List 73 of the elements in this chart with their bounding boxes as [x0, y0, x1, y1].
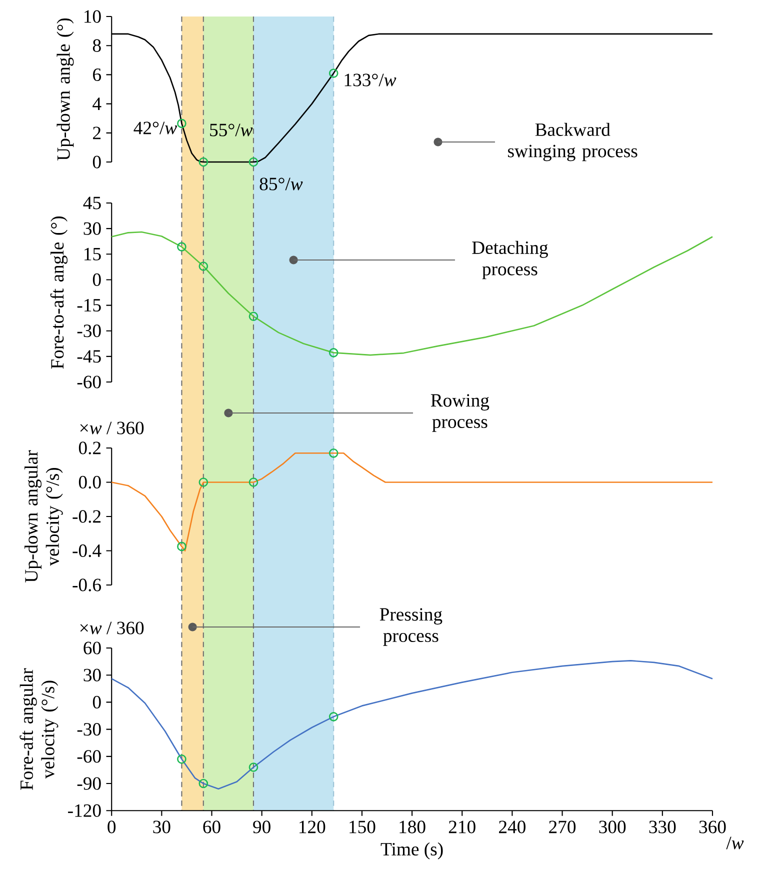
point — [248, 478, 258, 487]
point — [198, 778, 208, 788]
point — [328, 348, 338, 358]
ref-line-label: 55°/w — [210, 124, 253, 136]
y-axis-title: Fore-to-aft angle (°) — [50, 216, 68, 369]
y-tick-label: -45 — [77, 350, 101, 363]
x-tick-label: 60 — [203, 820, 220, 834]
y-tick-label: 30 — [84, 668, 101, 682]
x-tick-label: 210 — [448, 820, 476, 834]
y-tick-label: 10 — [84, 10, 101, 23]
y-tick-label: 8 — [92, 39, 101, 52]
ref-line-label: 85°/w — [260, 178, 303, 190]
x-tick-label: 90 — [253, 820, 270, 834]
x-tick-label: 360 — [699, 820, 726, 834]
y-tick-label: 4 — [92, 98, 102, 110]
point — [198, 157, 208, 167]
point — [328, 448, 338, 458]
x-tick-label: 150 — [350, 820, 376, 834]
x-tick-label: 300 — [599, 820, 626, 834]
x-tick-label: 180 — [400, 820, 426, 834]
y-tick-label: -30 — [77, 324, 101, 338]
y-tick-label: -60 — [77, 750, 101, 763]
point — [177, 542, 186, 552]
point — [328, 712, 338, 722]
x-axis-title: Time (s) — [380, 842, 443, 860]
y-tick-label: 60 — [84, 642, 101, 654]
point — [248, 312, 258, 322]
y-tick-label: -0.4 — [72, 544, 102, 558]
line-series — [110, 231, 714, 356]
y-tick-label: 2 — [93, 126, 101, 140]
point — [177, 118, 186, 128]
y-axis-title: Up-down angular velocity (°/s) — [24, 450, 63, 582]
x-tick-label: 120 — [300, 820, 326, 834]
y-tick-label: -120 — [68, 804, 101, 817]
y-tick-label: 15 — [84, 248, 101, 260]
line-series — [110, 660, 714, 790]
annotation: Backward swinging process — [508, 122, 638, 162]
y-axis-title: Fore-aft angular velocity (°/s) — [20, 668, 58, 790]
point — [248, 157, 258, 167]
y-tick-label: -60 — [77, 376, 101, 388]
y-tick-label: 0 — [92, 156, 101, 168]
x-tick-label: 270 — [549, 820, 576, 834]
band-label: Rowing process — [430, 394, 490, 432]
point — [328, 68, 338, 78]
text: /w — [726, 836, 744, 850]
point — [177, 242, 186, 252]
y-tick-label: 0.0 — [78, 476, 101, 489]
y-tick-label: -90 — [77, 777, 101, 790]
x-tick-label: 330 — [649, 820, 676, 834]
x-tick-label: 0 — [108, 820, 116, 834]
band-label: Pressing process — [380, 608, 442, 646]
ref-line-label: 133°/w — [344, 74, 396, 86]
y-axis-title: Up-down angle (°) — [56, 18, 74, 160]
text: ×w / 360 — [80, 622, 144, 634]
x-tick-label: 30 — [153, 820, 170, 834]
ref-line-label: 42°/w — [134, 122, 177, 134]
y-tick-label: 0 — [92, 273, 101, 286]
band-label: Detaching process — [472, 240, 548, 280]
text: ×w / 360 — [80, 422, 144, 434]
y-tick-label: 0.2 — [78, 442, 101, 454]
y-tick-label: -0.6 — [72, 578, 102, 592]
point — [177, 754, 186, 764]
y-tick-label: 6 — [93, 68, 102, 81]
y-tick-label: -30 — [77, 723, 101, 736]
point — [248, 762, 258, 772]
point — [198, 262, 208, 271]
y-tick-label: 45 — [83, 196, 101, 210]
y-tick-label: -15 — [77, 299, 101, 312]
y-tick-label: 30 — [84, 222, 101, 235]
x-tick-label: 240 — [499, 820, 526, 834]
point — [198, 478, 208, 487]
y-tick-label: -0.2 — [72, 510, 101, 523]
y-tick-label: 0 — [92, 696, 101, 709]
